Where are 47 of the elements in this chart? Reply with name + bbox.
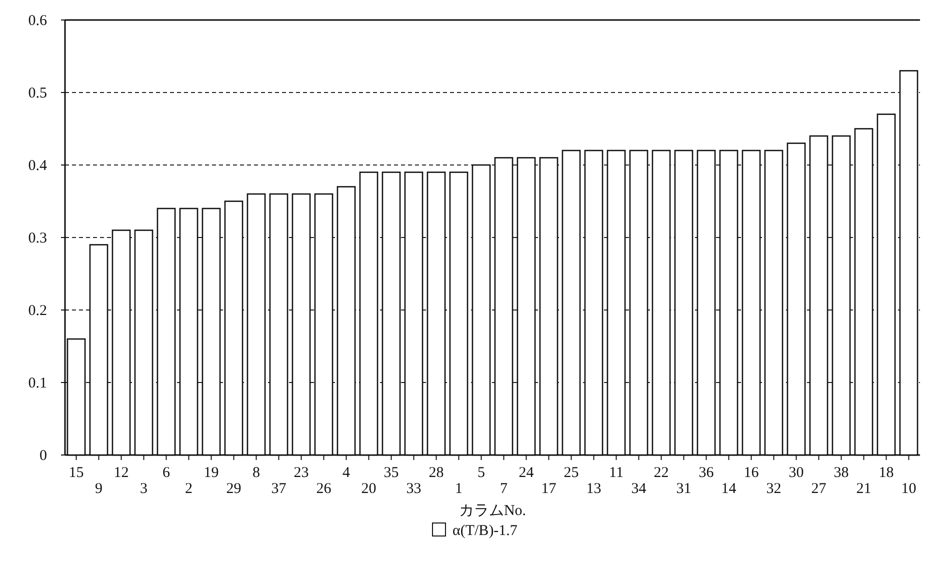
x-tick-label: 4 — [342, 465, 350, 481]
x-tick-label: 10 — [901, 481, 916, 497]
x-tick-label: 15 — [68, 465, 84, 481]
x-tick-label: 3 — [140, 481, 148, 497]
x-tick-label: 2 — [185, 481, 192, 497]
y-tick-label: 0 — [40, 448, 47, 464]
x-tick-label: 25 — [564, 465, 579, 481]
x-tick-label: 7 — [500, 481, 508, 497]
x-tick-label: 17 — [541, 481, 557, 497]
x-tick-label: 35 — [384, 465, 399, 481]
x-tick-label: 6 — [162, 465, 170, 481]
x-tick-label: 22 — [654, 465, 669, 481]
x-tick-label: 29 — [226, 481, 242, 497]
x-tick-label: 31 — [676, 481, 692, 497]
x-tick-label: 28 — [428, 465, 444, 481]
x-tick-label: 19 — [204, 465, 219, 481]
x-tick-label: 14 — [721, 481, 737, 497]
x-tick-label: 16 — [744, 465, 760, 481]
x-tick-label: 32 — [766, 481, 782, 497]
y-tick-label: 0.4 — [28, 158, 48, 174]
x-tick-label: 30 — [788, 465, 804, 481]
x-tick-label: 36 — [698, 465, 714, 481]
x-tick-label: 21 — [856, 481, 872, 497]
x-tick-label: 27 — [811, 481, 827, 497]
x-tick-label: 18 — [878, 465, 894, 481]
x-tick-label: 34 — [631, 481, 647, 497]
x-tick-label: 5 — [478, 465, 485, 481]
x-tick-label: 8 — [252, 465, 260, 481]
y-tick-label: 0.2 — [28, 303, 47, 319]
x-tick-label: 23 — [294, 465, 309, 481]
y-tick-label: 0.6 — [28, 13, 48, 29]
x-tick-label: 13 — [586, 481, 602, 497]
x-tick-label: 9 — [95, 481, 102, 497]
x-tick-label: 33 — [406, 481, 422, 497]
y-tick-label: 0.5 — [28, 86, 47, 102]
x-axis-title: カラムNo. — [458, 503, 526, 519]
y-tick-label: 0.3 — [28, 230, 47, 246]
x-tick-label: 37 — [271, 481, 287, 497]
x-tick-label: 26 — [316, 481, 332, 497]
legend-label: α(T/B)-1.7 — [452, 523, 518, 539]
x-tick-label: 12 — [114, 465, 129, 481]
x-tick-label: 38 — [834, 465, 849, 481]
x-tick-label: 1 — [455, 481, 462, 497]
x-tick-label: 20 — [361, 481, 376, 497]
y-tick-label: 0.1 — [28, 376, 47, 392]
x-tick-label: 24 — [518, 465, 534, 481]
x-tick-label: 11 — [609, 465, 624, 481]
